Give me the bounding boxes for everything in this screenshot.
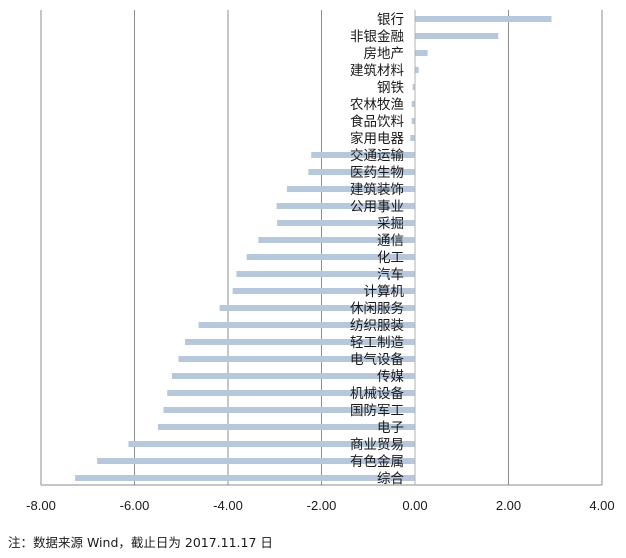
category-label: 综合	[377, 471, 404, 487]
x-tick-label: -8.00	[26, 498, 56, 513]
category-label: 食品饮料	[350, 113, 404, 130]
category-label: 钢铁	[377, 80, 404, 96]
bar	[128, 441, 416, 447]
bars	[75, 16, 552, 481]
grid-lines	[40, 10, 603, 485]
category-label: 通信	[377, 233, 404, 249]
category-labels: 银行非银金融房地产建筑材料钢铁农林牧渔食品饮料家用电器交通运输医药生物建筑装饰公…	[350, 12, 404, 487]
bar	[258, 237, 415, 243]
bar	[412, 84, 415, 90]
category-label: 建筑材料	[350, 63, 404, 79]
bar	[171, 373, 415, 379]
bar	[277, 220, 415, 226]
bar	[308, 169, 415, 175]
category-label: 电子	[377, 420, 404, 436]
bar	[167, 390, 415, 396]
category-label: 银行	[377, 12, 404, 28]
bar	[410, 135, 415, 141]
category-label: 纺织服装	[350, 318, 404, 334]
category-label: 家用电器	[350, 130, 404, 147]
category-label: 化工	[377, 250, 404, 266]
bar	[163, 407, 415, 413]
source-note: 注：数据来源 Wind，截止日为 2017.11.17 日	[8, 535, 273, 550]
x-axis	[41, 10, 602, 486]
category-label: 传媒	[377, 369, 404, 385]
category-label: 计算机	[364, 284, 405, 300]
category-label: 采掘	[377, 216, 404, 232]
bar	[219, 305, 415, 311]
bar	[411, 118, 415, 124]
category-label: 休闲服务	[350, 301, 404, 317]
category-label: 机械设备	[350, 385, 404, 402]
category-label: 交通运输	[350, 147, 404, 164]
bar	[75, 475, 415, 481]
bar	[415, 50, 428, 56]
bar	[157, 424, 415, 430]
category-label: 非银金融	[350, 29, 404, 45]
x-tick-labels: -8.00 -6.00 -4.00 -2.00 0.00 2.00 4.00	[26, 498, 614, 513]
bar	[178, 356, 415, 362]
bar	[411, 101, 415, 107]
category-label: 建筑装饰	[350, 182, 404, 198]
x-tick-label: 0.00	[402, 498, 427, 513]
category-label: 汽车	[377, 266, 404, 283]
bar	[415, 16, 552, 22]
x-tick-label: -4.00	[213, 498, 243, 513]
x-tick-label: 2.00	[496, 498, 521, 513]
x-tick-label: 4.00	[589, 498, 614, 513]
category-label: 房地产	[364, 46, 405, 62]
bar	[232, 288, 415, 294]
bar	[311, 152, 415, 158]
x-tick-label: -2.00	[307, 498, 337, 513]
category-label: 医药生物	[350, 165, 404, 181]
bar	[276, 203, 415, 209]
bar	[184, 339, 415, 345]
bar	[97, 458, 415, 464]
category-label: 农林牧渔	[350, 97, 404, 113]
category-label: 国防军工	[350, 403, 404, 419]
category-label: 轻工制造	[350, 335, 404, 351]
bar	[415, 67, 419, 73]
bar	[236, 271, 415, 277]
bar	[415, 33, 499, 39]
bar	[246, 254, 415, 260]
category-label: 电气设备	[350, 351, 404, 368]
category-label: 商业贸易	[350, 437, 404, 453]
x-tick-label: -6.00	[120, 498, 150, 513]
category-label: 公用事业	[350, 199, 404, 215]
bar	[286, 186, 415, 192]
category-label: 有色金属	[350, 453, 404, 470]
bar	[198, 322, 415, 328]
